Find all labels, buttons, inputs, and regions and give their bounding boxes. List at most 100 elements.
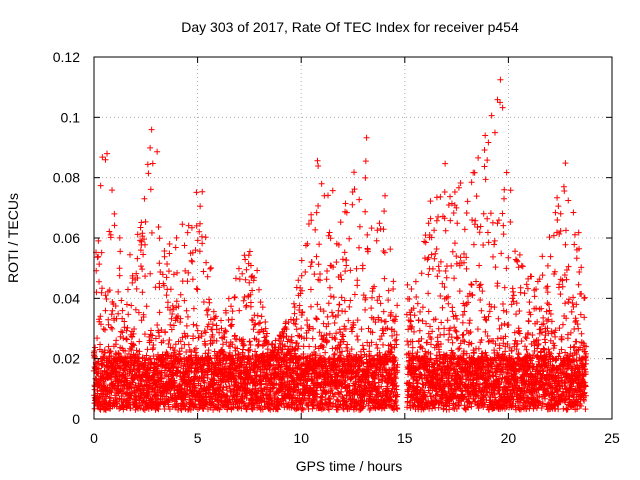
data-point <box>143 303 150 310</box>
data-point <box>433 217 440 224</box>
data-point <box>126 251 133 258</box>
data-point <box>118 297 125 304</box>
data-point <box>404 338 411 345</box>
data-point <box>127 405 134 412</box>
data-point <box>223 383 230 390</box>
data-point <box>347 267 354 274</box>
data-point <box>354 333 361 340</box>
data-point <box>138 317 145 324</box>
data-point <box>109 187 116 194</box>
data-point <box>115 288 122 295</box>
data-point <box>376 220 383 227</box>
data-point <box>354 277 361 284</box>
data-point <box>155 406 162 413</box>
data-point <box>472 217 479 224</box>
data-point <box>231 293 238 300</box>
chart-title: Day 303 of 2017, Rate Of TEC Index for r… <box>181 19 519 35</box>
data-point <box>175 303 182 310</box>
data-point <box>392 313 399 320</box>
data-point <box>185 269 192 276</box>
data-point <box>145 170 152 177</box>
data-point <box>167 321 174 328</box>
data-point <box>463 265 470 272</box>
data-point <box>144 161 151 168</box>
data-point <box>309 335 316 342</box>
data-point <box>174 269 181 276</box>
data-point <box>166 250 173 257</box>
data-point <box>156 260 163 267</box>
data-point <box>134 231 141 238</box>
data-point <box>130 376 137 383</box>
data-point <box>203 307 210 314</box>
data-point <box>417 308 424 315</box>
data-point <box>122 347 129 354</box>
data-point <box>173 234 180 241</box>
data-point <box>134 255 141 262</box>
data-point <box>326 229 333 236</box>
data-point <box>144 346 151 353</box>
data-point <box>314 157 321 164</box>
data-point <box>316 241 323 248</box>
data-point <box>368 305 375 312</box>
data-point <box>470 241 477 248</box>
data-point <box>201 379 208 386</box>
data-point <box>165 340 172 347</box>
data-point <box>138 263 145 270</box>
data-point <box>168 326 175 333</box>
data-point <box>98 348 105 355</box>
data-point <box>339 256 346 263</box>
data-point <box>429 265 436 272</box>
data-point <box>115 310 122 317</box>
data-point <box>459 312 466 319</box>
data-point <box>109 325 116 332</box>
data-point <box>141 195 148 202</box>
data-point <box>193 360 200 367</box>
data-point <box>179 221 186 228</box>
data-point <box>441 331 448 338</box>
data-point <box>107 234 114 241</box>
data-point <box>342 308 349 315</box>
data-point <box>295 332 302 339</box>
data-point <box>442 268 449 275</box>
data-point <box>455 346 462 353</box>
data-point <box>353 265 360 272</box>
data-point <box>351 291 358 298</box>
data-point <box>92 344 99 351</box>
data-point <box>120 367 127 374</box>
data-point <box>155 224 162 231</box>
data-point <box>445 202 452 209</box>
data-point <box>447 193 454 200</box>
data-point <box>128 302 135 309</box>
data-point <box>380 341 387 348</box>
data-point <box>102 307 109 314</box>
data-point <box>425 271 432 278</box>
data-point <box>196 248 203 255</box>
data-point <box>409 344 416 351</box>
data-point <box>354 282 361 289</box>
data-point <box>178 406 185 413</box>
data-point <box>356 244 363 251</box>
data-point <box>247 299 254 306</box>
data-point <box>394 302 401 309</box>
data-point <box>447 217 454 224</box>
data-point <box>262 318 269 325</box>
data-point <box>256 286 263 293</box>
data-point <box>341 249 348 256</box>
data-point <box>413 293 420 300</box>
data-point <box>117 333 124 340</box>
data-point <box>207 265 214 272</box>
data-point <box>333 259 340 266</box>
data-point <box>121 318 128 325</box>
data-point <box>423 320 430 327</box>
data-point <box>106 228 113 235</box>
data-point <box>302 242 309 249</box>
data-point <box>363 134 370 141</box>
data-point <box>151 360 158 367</box>
data-point <box>417 343 424 350</box>
data-point <box>185 222 192 229</box>
data-point <box>441 188 448 195</box>
data-point <box>193 322 200 329</box>
data-point <box>120 406 127 413</box>
data-point <box>347 297 354 304</box>
